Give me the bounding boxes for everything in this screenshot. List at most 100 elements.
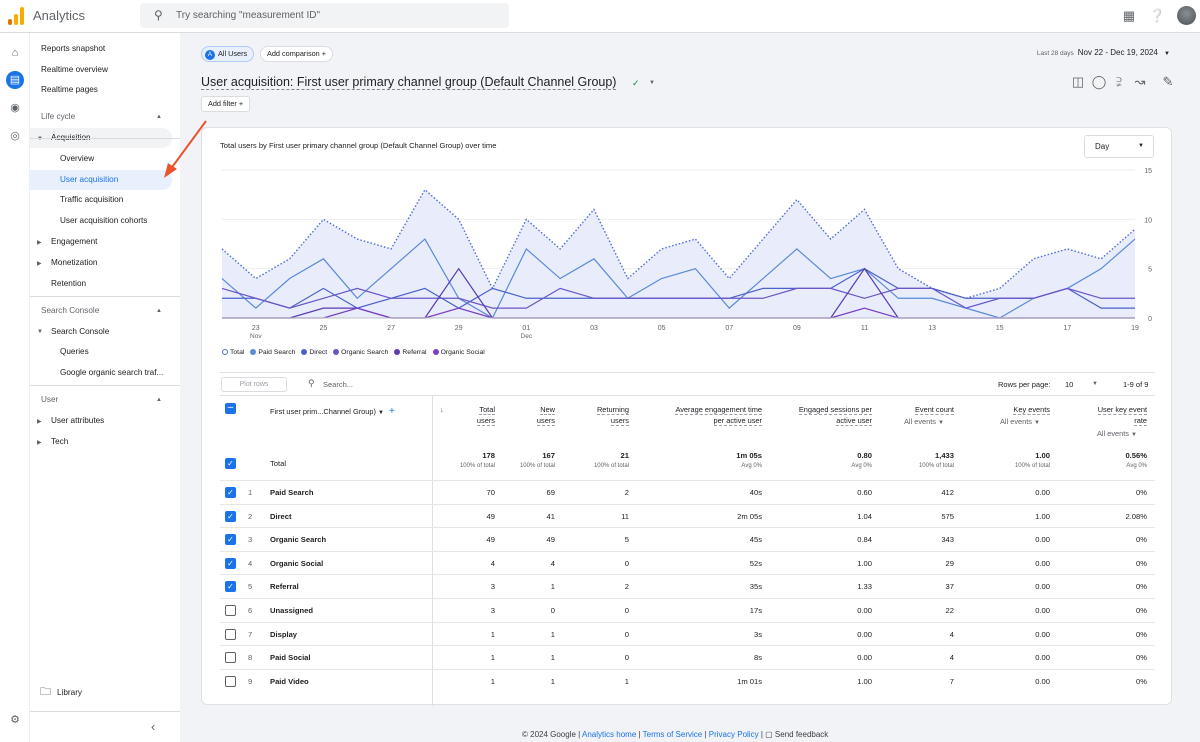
column-header[interactable]: User key event rate bbox=[1097, 404, 1147, 426]
collapse-icon[interactable]: ▲ bbox=[156, 308, 162, 314]
dimension-header[interactable]: First user prim...Channel Group) ▼ + bbox=[270, 406, 395, 419]
explore-icon[interactable]: ◉ bbox=[10, 102, 20, 114]
total-checkbox[interactable]: ✓ bbox=[225, 458, 236, 469]
title-dropdown-icon[interactable]: ▼ bbox=[649, 80, 655, 86]
apps-grid-icon[interactable]: ▦ bbox=[1122, 8, 1136, 23]
legend-item[interactable]: Organic Search bbox=[333, 349, 388, 356]
sidebar-item-overview[interactable]: Overview bbox=[60, 154, 95, 163]
column-header[interactable]: Event count bbox=[914, 404, 954, 415]
add-comparison-button[interactable]: Add comparison + bbox=[260, 46, 334, 62]
granularity-select[interactable]: Day ▼ bbox=[1084, 135, 1154, 158]
sidebar-item-retention[interactable]: Retention bbox=[51, 279, 87, 288]
legend-item[interactable]: Organic Social bbox=[432, 349, 485, 356]
send-feedback-link[interactable]: Send feedback bbox=[774, 730, 829, 739]
column-header[interactable]: Engaged sessions per active user bbox=[798, 404, 872, 426]
column-header[interactable]: Returning users bbox=[596, 404, 629, 426]
row-checkbox[interactable]: ✓ bbox=[225, 510, 236, 522]
section-life-cycle[interactable]: Life cycle bbox=[41, 112, 76, 121]
event-filter-select[interactable]: All events ▼ bbox=[904, 416, 944, 429]
table-row[interactable]: 9 Paid Video 1 1 1 1m 01s 1.00 7 0.00 0% bbox=[220, 668, 1155, 693]
select-all-checkbox[interactable]: – bbox=[225, 403, 236, 414]
page-title[interactable]: User acquisition: First user primary cha… bbox=[201, 75, 617, 90]
table-row[interactable]: 6 Unassigned 3 0 0 17s 0.00 22 0.00 0% bbox=[220, 598, 1155, 622]
help-icon[interactable]: ❔ bbox=[1149, 8, 1166, 23]
table-row[interactable]: ✓ 4 Organic Social 4 4 0 52s 1.00 29 0.00 0% bbox=[220, 550, 1155, 575]
table-search-input[interactable]: Search... bbox=[323, 380, 354, 389]
sidebar-item-realtime-pages[interactable]: Realtime pages bbox=[41, 85, 98, 94]
sidebar-item-google-organic-search[interactable]: Google organic search traf... bbox=[60, 368, 164, 377]
privacy-link[interactable]: Privacy Policy bbox=[708, 730, 759, 739]
row-checkbox[interactable] bbox=[225, 605, 236, 616]
row-checkbox[interactable]: ✓ bbox=[225, 534, 236, 546]
row-checkbox[interactable]: ✓ bbox=[225, 557, 236, 569]
table-row[interactable]: 7 Display 1 1 0 3s 0.00 4 0.00 0% bbox=[220, 621, 1155, 646]
series-line-organic-search[interactable] bbox=[221, 287, 1135, 309]
table-row[interactable]: 8 Paid Social 1 1 0 8s 0.00 4 0.00 0% bbox=[220, 645, 1155, 669]
search-input[interactable]: ⚲ Try searching "measurement ID" bbox=[140, 3, 509, 28]
reports-icon[interactable]: ▤ bbox=[6, 71, 24, 89]
feedback-icon[interactable]: ▢ bbox=[765, 730, 773, 739]
sidebar-item-traffic-acquisition[interactable]: Traffic acquisition bbox=[60, 195, 124, 204]
add-dimension-icon[interactable]: + bbox=[389, 406, 395, 417]
row-checkbox[interactable] bbox=[225, 675, 236, 687]
collapse-icon[interactable]: ▲ bbox=[156, 397, 162, 403]
column-header[interactable]: New users bbox=[536, 404, 555, 426]
legend-item[interactable]: Direct bbox=[301, 349, 327, 356]
collapse-sidebar-icon[interactable]: ‹ bbox=[151, 719, 156, 734]
series-line-paid-search[interactable] bbox=[221, 238, 1136, 319]
all-users-chip[interactable]: A All Users bbox=[201, 46, 255, 62]
sidebar-item-user-acquisition[interactable]: User acquisition bbox=[30, 170, 172, 190]
advertising-icon[interactable]: ◎ bbox=[10, 130, 20, 142]
section-user[interactable]: User bbox=[41, 395, 59, 404]
chevron-down-icon[interactable]: ▼ bbox=[1092, 381, 1098, 387]
plot-rows-button[interactable]: Plot rows bbox=[221, 377, 287, 392]
column-header[interactable]: Key events bbox=[1013, 404, 1050, 415]
series-line-total[interactable] bbox=[221, 188, 1136, 299]
sidebar-item-engagement[interactable]: Engagement bbox=[51, 237, 98, 246]
date-range-picker[interactable]: Last 28 days Nov 22 - Dec 19, 2024 ▼ bbox=[1037, 48, 1170, 57]
customize-report-icon[interactable]: ◫ bbox=[1071, 74, 1085, 89]
sidebar-item-queries[interactable]: Queries bbox=[60, 347, 89, 356]
analytics-home-link[interactable]: Analytics home bbox=[582, 730, 637, 739]
sidebar-item-monetization[interactable]: Monetization bbox=[51, 258, 98, 267]
column-header[interactable]: Total users bbox=[476, 404, 495, 426]
account-avatar[interactable] bbox=[1177, 6, 1196, 25]
table-row[interactable]: ✓ 1 Paid Search 70 69 2 40s 0.60 412 0.00 0% bbox=[220, 480, 1155, 504]
table-row[interactable]: ✓ 3 Organic Search 49 49 5 45s 0.84 343 0.00 0% bbox=[220, 527, 1155, 551]
sidebar-item-user-acquisition-cohorts[interactable]: User acquisition cohorts bbox=[60, 216, 148, 225]
table-row[interactable]: ✓ 2 Direct 49 41 11 2m 05s 1.04 575 1.00 2.08% bbox=[220, 503, 1155, 528]
collapse-icon[interactable]: ▲ bbox=[156, 114, 162, 120]
sidebar-item-user-attributes[interactable]: User attributes bbox=[51, 416, 105, 425]
home-icon[interactable]: ⌂ bbox=[11, 47, 19, 59]
admin-gear-icon[interactable]: ⚙ bbox=[10, 714, 20, 726]
row-checkbox[interactable] bbox=[225, 628, 236, 640]
table-total-row: ✓ Total 178 100% of total 167 100% of total 21… bbox=[220, 446, 1155, 480]
compare-icon[interactable]: ◯ bbox=[1091, 74, 1107, 89]
section-search-console[interactable]: Search Console bbox=[41, 306, 100, 315]
event-filter-select[interactable]: All events ▼ bbox=[1097, 428, 1137, 441]
event-filter-select[interactable]: All events ▼ bbox=[1000, 416, 1040, 429]
sidebar-item-search-console[interactable]: Search Console bbox=[51, 327, 110, 336]
sidebar-item-tech[interactable]: Tech bbox=[51, 437, 69, 446]
legend-item[interactable]: Referral bbox=[394, 349, 427, 356]
rows-per-page-select[interactable]: 10 bbox=[1065, 380, 1074, 389]
table-row[interactable]: ✓ 5 Referral 3 1 2 35s 1.33 37 0.00 0% bbox=[220, 574, 1155, 598]
legend-item[interactable]: Paid Search bbox=[250, 349, 295, 356]
legend-item[interactable]: Total bbox=[222, 349, 244, 356]
insights-icon[interactable]: ↝ bbox=[1134, 74, 1146, 89]
row-checkbox[interactable] bbox=[225, 652, 236, 664]
add-filter-button[interactable]: Add filter + bbox=[201, 96, 251, 112]
column-header[interactable]: Average engagement time per active user bbox=[675, 404, 762, 426]
sort-arrow-icon[interactable]: ↓ bbox=[440, 405, 444, 414]
share-icon[interactable]: ⫌ bbox=[1116, 74, 1122, 89]
sidebar-item-realtime-overview[interactable]: Realtime overview bbox=[41, 65, 108, 74]
edit-pencil-icon[interactable]: ✎ bbox=[1162, 74, 1174, 89]
sidebar-item-reports-snapshot[interactable]: Reports snapshot bbox=[41, 44, 106, 53]
row-checkbox[interactable]: ✓ bbox=[225, 581, 236, 593]
row-checkbox[interactable]: ✓ bbox=[225, 487, 236, 498]
terms-link[interactable]: Terms of Service bbox=[642, 730, 703, 739]
analytics-logo-icon[interactable] bbox=[8, 7, 24, 25]
sidebar-item-library[interactable]: Library bbox=[57, 688, 83, 697]
date-label: Last 28 days bbox=[1036, 50, 1074, 57]
